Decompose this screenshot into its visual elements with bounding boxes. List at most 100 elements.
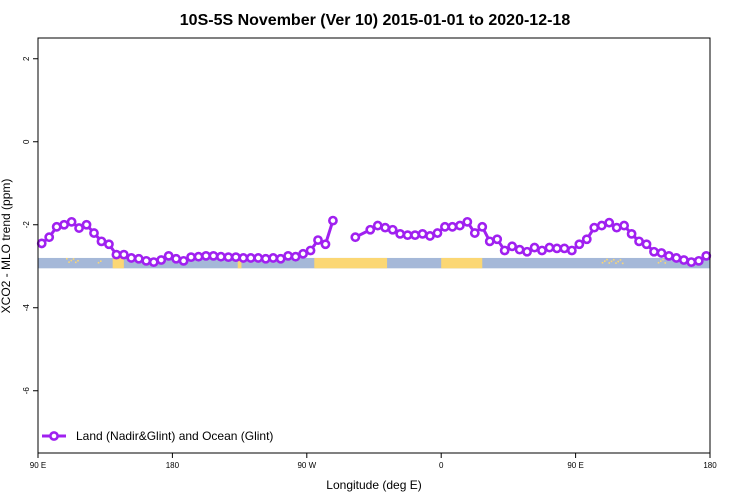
data-point — [522, 246, 532, 257]
data-point — [81, 219, 92, 230]
data-point — [96, 236, 107, 247]
data-point — [111, 249, 122, 260]
land-speck — [659, 260, 662, 262]
x-tick-label: 90 W — [297, 461, 316, 470]
land-speck — [657, 261, 660, 264]
land-segment — [112, 257, 124, 269]
data-point — [171, 253, 182, 264]
x-tick-label: 90 E — [567, 461, 583, 470]
data-point — [89, 228, 99, 238]
data-point — [51, 221, 62, 232]
data-point — [260, 253, 271, 264]
land-segment — [441, 257, 483, 269]
data-point — [372, 220, 383, 231]
data-point — [186, 252, 196, 263]
data-point — [298, 248, 308, 259]
data-point — [380, 222, 391, 233]
plot-frame — [37, 37, 711, 454]
data-point — [290, 251, 301, 262]
legend-label: Land (Nadir&Glint) and Ocean (Glint) — [76, 429, 273, 443]
y-tick-label: -6 — [22, 387, 31, 395]
land-speck — [603, 260, 606, 262]
data-point — [66, 216, 77, 227]
data-point — [574, 239, 585, 250]
legend: Land (Nadir&Glint) and Ocean (Glint) — [42, 429, 273, 443]
data-point — [589, 222, 600, 233]
land-speck — [617, 260, 620, 263]
data-point — [178, 255, 189, 266]
data-point — [656, 248, 667, 258]
land-speck — [612, 258, 615, 261]
series-layer — [36, 215, 712, 267]
data-point — [230, 252, 241, 263]
data-point — [477, 221, 488, 232]
land-speck — [72, 258, 75, 260]
data-point — [216, 251, 226, 262]
land-speck — [99, 260, 102, 262]
land-speck — [606, 258, 608, 261]
x-tick-label: 0 — [439, 461, 444, 470]
data-point — [74, 223, 84, 233]
land-speck — [610, 260, 613, 263]
data-point — [365, 224, 376, 235]
data-point — [133, 253, 144, 264]
data-point — [425, 231, 435, 241]
land-speck — [68, 261, 70, 263]
land-speck — [601, 261, 604, 264]
data-point — [581, 234, 592, 245]
data-point — [163, 250, 174, 261]
data-point — [253, 253, 264, 263]
land-segment — [314, 257, 388, 269]
x-tick-label: 180 — [166, 461, 180, 470]
data-point — [141, 255, 152, 266]
y-tick-label: 2 — [22, 56, 31, 61]
data-point — [596, 220, 607, 231]
x-axis: 90 E 180 90 W 0 90 E 180 — [30, 453, 717, 470]
data-point — [238, 253, 249, 263]
data-point — [626, 228, 637, 239]
data-point — [44, 232, 55, 243]
data-point — [678, 255, 689, 265]
data-point — [126, 253, 137, 263]
land-speck — [608, 262, 611, 264]
land-speck — [66, 257, 68, 260]
data-point — [671, 253, 682, 263]
data-point — [514, 244, 525, 255]
data-point — [59, 219, 70, 230]
data-point — [275, 253, 286, 264]
data-point — [432, 228, 443, 238]
data-point — [701, 250, 712, 261]
data-point — [283, 250, 294, 261]
data-point — [544, 242, 555, 253]
data-point — [634, 236, 644, 247]
data-point — [36, 238, 47, 249]
y-axis: 2 0 -2 -4 -6 — [22, 56, 38, 394]
land-speck — [77, 259, 79, 262]
land-speck — [70, 259, 73, 262]
y-axis-label: XCO2 - MLO trend (ppm) — [0, 179, 13, 314]
data-point — [417, 228, 428, 239]
land-speck — [97, 261, 100, 264]
x-axis-label: Longitude (deg E) — [326, 478, 421, 492]
y-tick-label: -2 — [22, 221, 31, 229]
data-point — [469, 228, 480, 238]
data-point — [454, 220, 465, 231]
data-point — [440, 221, 450, 232]
chart-title: 10S-5S November (Ver 10) 2015-01-01 to 2… — [180, 12, 571, 29]
land-speck — [615, 262, 617, 264]
y-tick-label: 0 — [22, 139, 31, 144]
data-point — [410, 230, 420, 241]
data-point — [447, 221, 458, 232]
data-point — [104, 239, 114, 250]
data-point — [559, 243, 570, 254]
x-tick-label: 180 — [703, 461, 717, 470]
data-point — [402, 230, 413, 241]
land-speck — [74, 261, 77, 264]
data-point — [686, 257, 697, 267]
data-point — [118, 249, 129, 260]
land-speck — [664, 262, 667, 264]
data-point — [484, 236, 495, 247]
data-point — [387, 224, 398, 235]
data-point — [619, 220, 630, 231]
